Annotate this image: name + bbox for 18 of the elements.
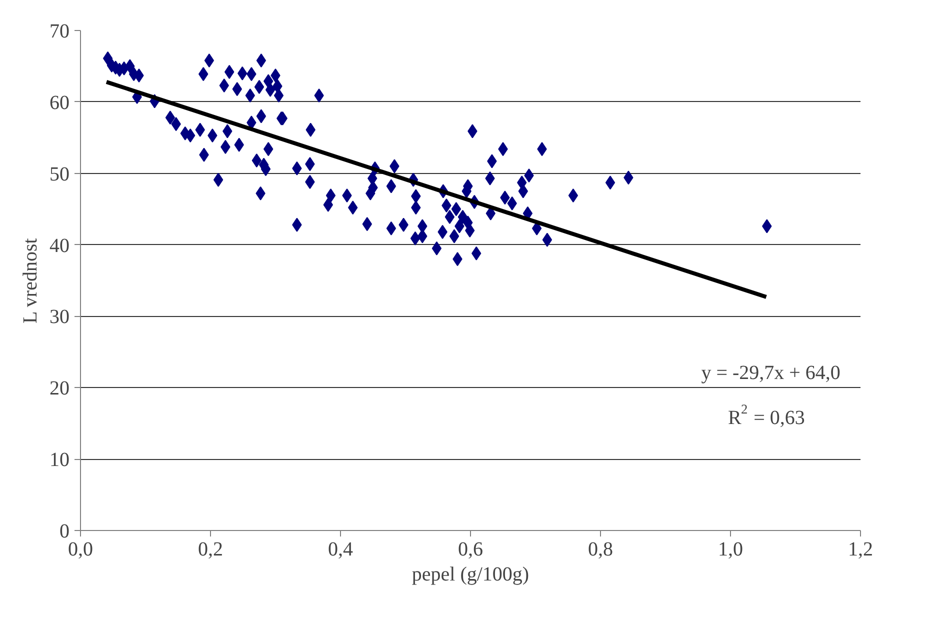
y-tick-label: 10 bbox=[50, 449, 70, 472]
x-tick-label: 0,0 bbox=[68, 538, 93, 560]
x-tick-label: 1,2 bbox=[848, 538, 873, 560]
y-tick-label: 60 bbox=[50, 92, 70, 114]
y-tick-label: 0 bbox=[60, 520, 70, 542]
y-tick-label: 30 bbox=[50, 306, 70, 328]
annotation: y = -29,7x + 64,0 bbox=[701, 362, 840, 384]
x-tick-label: 0,8 bbox=[588, 538, 613, 560]
y-tick-label: 70 bbox=[50, 20, 70, 42]
y-tick-label: 40 bbox=[50, 234, 70, 257]
y-axis-title: L vrednost bbox=[20, 238, 42, 324]
y-tick-label: 20 bbox=[50, 378, 70, 400]
x-tick-label: 0,6 bbox=[458, 538, 483, 560]
x-tick-label: 0,4 bbox=[328, 538, 353, 560]
x-tick-label: 1,0 bbox=[718, 538, 743, 560]
y-tick-label: 50 bbox=[50, 163, 70, 186]
x-tick-label: 0,2 bbox=[198, 538, 223, 560]
x-axis-title: pepel (g/100g) bbox=[412, 564, 530, 586]
